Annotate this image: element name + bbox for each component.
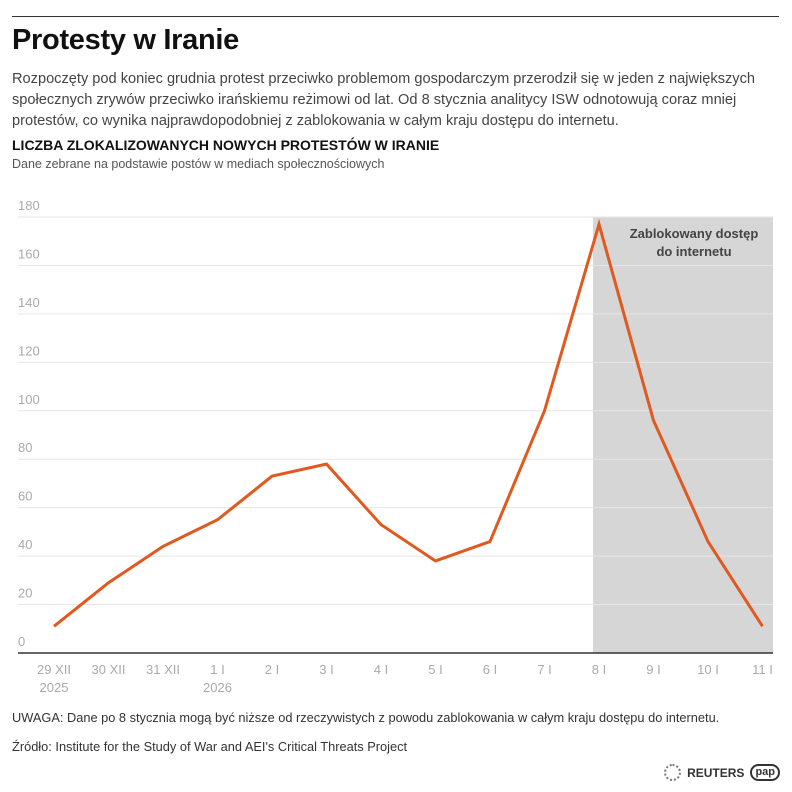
x-tick-label: 4 I xyxy=(374,662,388,677)
y-tick-label: 60 xyxy=(18,489,32,504)
chart-subtitle: Dane zebrane na podstawie postów w media… xyxy=(12,157,385,171)
logos: REUTERS pap xyxy=(664,764,780,781)
x-tick-label: 5 I xyxy=(428,662,442,677)
shaded-label: Zablokowany dostęp xyxy=(630,226,759,241)
x-tick-label: 2 I xyxy=(265,662,279,677)
reuters-logo-icon xyxy=(664,764,682,781)
y-tick-label: 160 xyxy=(18,246,40,261)
x-tick-label: 9 I xyxy=(646,662,660,677)
y-tick-label: 20 xyxy=(18,586,32,601)
year-label: 2025 xyxy=(40,680,69,695)
y-tick-label: 80 xyxy=(18,440,32,455)
y-tick-label: 180 xyxy=(18,198,40,213)
y-tick-label: 100 xyxy=(18,392,40,407)
y-tick-label: 120 xyxy=(18,343,40,358)
x-tick-label: 30 XII xyxy=(92,662,126,677)
note-text: UWAGA: Dane po 8 stycznia mogą być niższ… xyxy=(12,710,720,725)
shaded-label: do internetu xyxy=(656,244,731,259)
x-tick-label: 29 XII xyxy=(37,662,71,677)
x-tick-label: 1 I xyxy=(210,662,224,677)
pap-logo: pap xyxy=(750,764,780,781)
y-tick-label: 0 xyxy=(18,634,25,649)
y-tick-label: 40 xyxy=(18,537,32,552)
x-tick-label: 11 I xyxy=(752,662,773,677)
x-tick-label: 10 I xyxy=(697,662,719,677)
shaded-region xyxy=(593,217,773,653)
x-tick-label: 7 I xyxy=(537,662,551,677)
x-tick-label: 31 XII xyxy=(146,662,180,677)
y-tick-label: 140 xyxy=(18,295,40,310)
year-label: 2026 xyxy=(203,680,232,695)
intro-text: Rozpoczęty pod koniec grudnia protest pr… xyxy=(12,71,756,129)
x-tick-label: 6 I xyxy=(483,662,497,677)
page-title: Protesty w Iranie xyxy=(12,24,239,56)
top-rule xyxy=(12,16,779,17)
x-tick-label: 8 I xyxy=(592,662,606,677)
data-line xyxy=(53,218,764,628)
source-text: Źródło: Institute for the Study of War a… xyxy=(12,739,408,754)
x-tick-label: 3 I xyxy=(319,662,333,677)
chart-title: LICZBA ZLOKALIZOWANYCH NOWYCH PROTESTÓW … xyxy=(12,137,440,153)
line-chart: 0 20 40 60 80 100 120 140 160 180 29 XII 2025 30 XII… xyxy=(18,198,773,695)
reuters-logo: REUTERS xyxy=(687,765,745,780)
